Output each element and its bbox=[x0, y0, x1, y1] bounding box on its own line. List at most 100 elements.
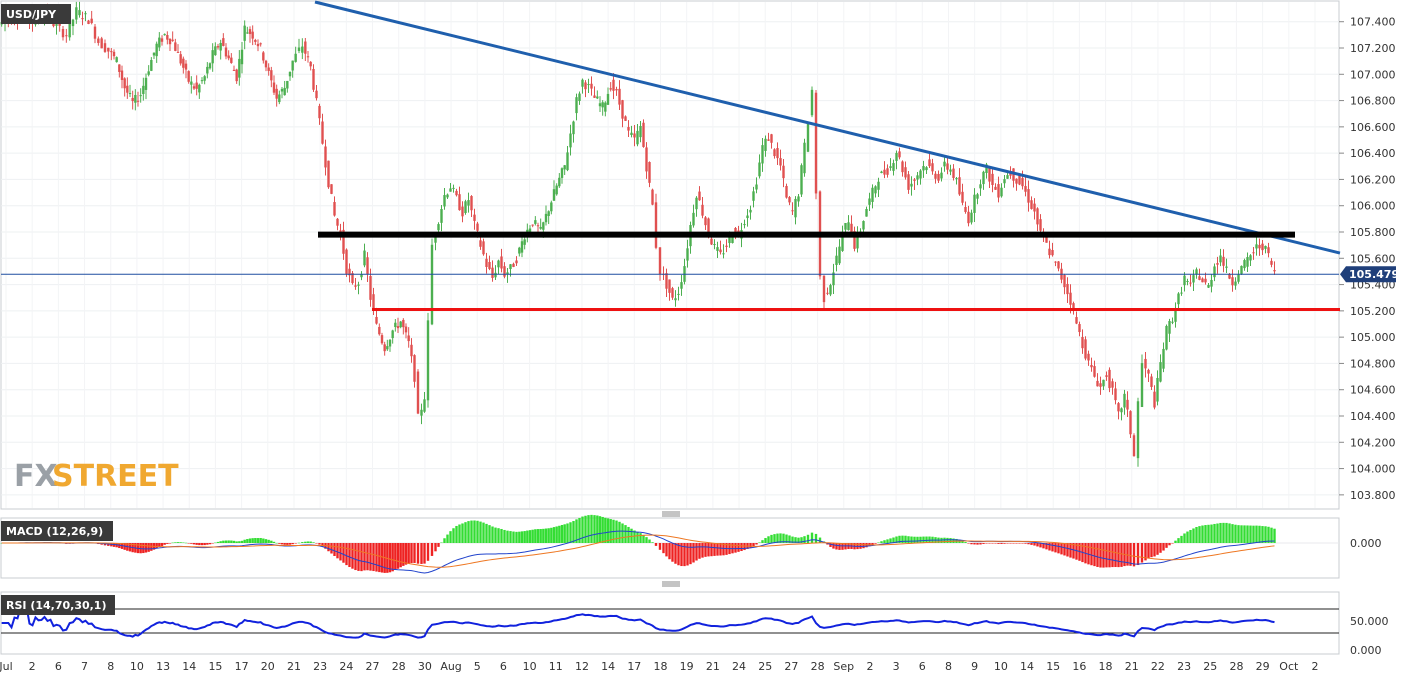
macd-bar bbox=[1021, 543, 1024, 544]
macd-bar bbox=[179, 542, 182, 543]
candle bbox=[1237, 270, 1240, 284]
x-tick-label: 27 bbox=[784, 660, 798, 673]
candle bbox=[391, 329, 394, 344]
candle bbox=[1099, 376, 1102, 395]
macd-bar bbox=[889, 538, 892, 543]
macd-bar bbox=[402, 543, 405, 566]
macd-bar bbox=[278, 543, 281, 544]
candle bbox=[1246, 252, 1249, 272]
macd-bar bbox=[224, 540, 228, 543]
candle bbox=[976, 192, 979, 205]
x-tick-label: 11 bbox=[549, 660, 563, 673]
x-tick-label: 27 bbox=[366, 660, 380, 673]
candle bbox=[803, 138, 806, 177]
macd-bar bbox=[1003, 543, 1006, 544]
candle bbox=[1066, 277, 1069, 304]
macd-bar bbox=[569, 522, 572, 543]
macd-bar bbox=[1108, 543, 1111, 568]
candle bbox=[488, 255, 491, 271]
candle bbox=[645, 142, 648, 179]
macd-bar bbox=[259, 538, 262, 543]
macd-bar bbox=[306, 541, 310, 543]
candle bbox=[318, 103, 321, 125]
candle bbox=[174, 38, 177, 52]
candle bbox=[75, 1, 78, 24]
macd-bar bbox=[1057, 543, 1060, 554]
macd-bar bbox=[1216, 523, 1219, 543]
candle bbox=[1189, 274, 1192, 287]
candle bbox=[531, 224, 534, 228]
macd-bar bbox=[461, 523, 464, 543]
macd-bar bbox=[410, 543, 413, 563]
candle bbox=[550, 200, 553, 215]
y-tick-label: 104.600 bbox=[1350, 384, 1396, 397]
candle bbox=[351, 270, 354, 285]
macd-bar bbox=[686, 543, 689, 566]
x-tick-label: 2 bbox=[29, 660, 36, 673]
candle bbox=[713, 239, 716, 250]
candle bbox=[208, 62, 212, 70]
macd-bar bbox=[520, 531, 524, 543]
x-tick-label: 3 bbox=[893, 660, 900, 673]
candle bbox=[198, 83, 201, 99]
fxstreet-logo-street: STREET bbox=[52, 459, 179, 494]
candle bbox=[214, 42, 217, 56]
macd-bar bbox=[455, 525, 458, 543]
macd-bar bbox=[758, 542, 761, 543]
macd-bar bbox=[1009, 543, 1012, 544]
macd-bar bbox=[523, 531, 526, 543]
macd-bar bbox=[913, 536, 916, 543]
macd-bar bbox=[240, 540, 244, 543]
candle bbox=[1096, 373, 1099, 387]
macd-bar bbox=[886, 539, 889, 543]
candle bbox=[770, 133, 773, 149]
candle bbox=[163, 33, 166, 36]
symbol-label-box bbox=[1, 4, 71, 24]
macd-bar bbox=[327, 543, 330, 552]
candle bbox=[895, 150, 898, 170]
candle bbox=[563, 164, 566, 175]
candle bbox=[1177, 292, 1180, 309]
candle bbox=[240, 41, 244, 74]
candle bbox=[142, 77, 145, 101]
macd-bar bbox=[639, 533, 642, 543]
x-tick-label: 28 bbox=[392, 660, 406, 673]
candle bbox=[1273, 261, 1276, 275]
candle bbox=[1081, 329, 1084, 354]
candle bbox=[200, 77, 204, 84]
macd-bar bbox=[166, 543, 169, 544]
candle bbox=[100, 36, 103, 49]
macd-bar bbox=[782, 533, 785, 543]
candle bbox=[363, 243, 366, 268]
macd-bar bbox=[547, 528, 550, 543]
rsi-ytick-50: 50.000 bbox=[1350, 615, 1389, 628]
candle bbox=[413, 354, 416, 388]
resize-handle-rsi[interactable] bbox=[662, 581, 680, 587]
resize-handle-macd[interactable] bbox=[662, 511, 680, 517]
candle bbox=[1219, 248, 1222, 267]
macd-bar bbox=[294, 543, 297, 544]
macd-bar bbox=[1102, 543, 1105, 568]
candle bbox=[176, 44, 180, 53]
candle bbox=[642, 119, 645, 148]
candle bbox=[606, 87, 610, 106]
candle bbox=[810, 86, 814, 118]
rsi-line bbox=[1, 604, 1275, 639]
macd-bar bbox=[512, 531, 515, 543]
candle bbox=[402, 318, 405, 335]
x-tick-label: Jul bbox=[0, 660, 13, 673]
macd-bar bbox=[283, 543, 286, 545]
macd-bar bbox=[1258, 525, 1261, 543]
candle bbox=[321, 113, 324, 145]
macd-bar bbox=[550, 527, 553, 543]
candle bbox=[1123, 389, 1126, 415]
svg-text:105.479: 105.479 bbox=[1349, 268, 1399, 281]
macd-label: MACD (12,26,9) bbox=[6, 525, 103, 538]
macd-bar bbox=[1039, 543, 1042, 548]
candle bbox=[880, 170, 883, 174]
candle bbox=[904, 161, 907, 180]
candle bbox=[1147, 368, 1150, 383]
candle bbox=[604, 101, 607, 117]
candle bbox=[865, 206, 868, 217]
macd-bar bbox=[630, 528, 633, 543]
